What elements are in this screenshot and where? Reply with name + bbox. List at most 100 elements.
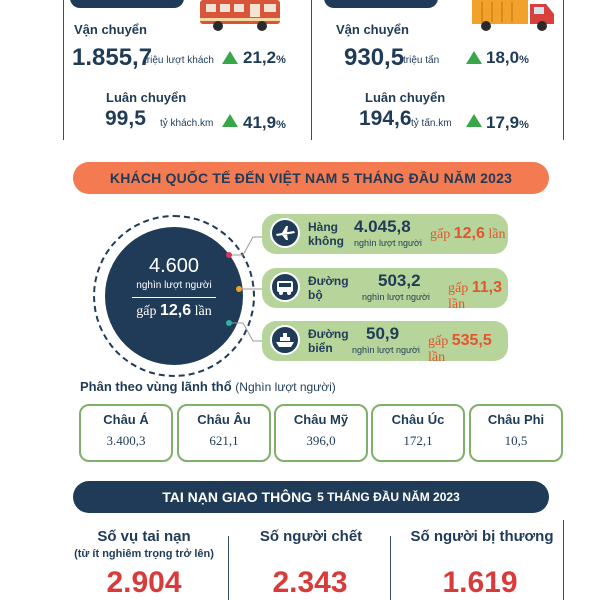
mode-name-line2: bộ	[308, 288, 323, 302]
gap-word: gấp	[430, 227, 451, 242]
up-arrow-icon	[222, 51, 238, 64]
mode-road-name: Đường bộ	[308, 274, 349, 302]
gap-value: 11,3	[471, 279, 502, 296]
cargo-rotation-label: Luân chuyển	[365, 90, 446, 105]
deaths-value: 2.343	[272, 566, 348, 599]
region-value: 3.400,3	[106, 433, 146, 448]
cargo-transport-value: 930,5	[344, 44, 405, 71]
up-arrow-icon	[466, 51, 482, 64]
passenger-transport-pct: 21,2%	[243, 48, 286, 68]
up-arrow-icon	[222, 114, 238, 127]
passenger-transport-label: Vận chuyển	[74, 22, 147, 37]
accidents-banner-main: TAI NẠN GIAO THÔNG	[162, 489, 313, 505]
region-name: Châu Phi	[487, 412, 545, 427]
pct-value: 18,0	[486, 48, 520, 67]
passenger-transport-unit: triệu lượt khách	[144, 55, 214, 66]
truck-icon	[472, 0, 554, 31]
mode-road-value: 503,2	[378, 271, 421, 290]
mode-air-name: Hàng không	[308, 220, 344, 248]
mode-name-line1: Đường	[308, 327, 349, 341]
passenger-rotation-pct: 41,9%	[243, 113, 286, 133]
region-name: Châu Á	[103, 412, 149, 427]
total-divider	[132, 297, 216, 298]
total-visitors-unit: nghìn lượt người	[136, 280, 212, 291]
cargo-header-tab	[324, 0, 438, 8]
connector-lines	[226, 236, 263, 342]
airplane-icon	[270, 218, 300, 248]
region-card-oceania: Châu Úc 172,1	[371, 404, 465, 462]
mode-air-card: Hàng không 4.045,8 nghìn lượt người gấp …	[262, 214, 508, 254]
top-divider-middle	[311, 0, 312, 140]
region-heading: Phân theo vùng lãnh thổ (Nghìn lượt ngườ…	[80, 379, 336, 394]
region-card-africa: Châu Phi 10,5	[469, 404, 563, 462]
total-visitors-value: 4.600	[148, 255, 200, 277]
mode-name-line1: Hàng	[308, 220, 338, 234]
region-heading-unit: (Nghìn lượt người)	[235, 380, 336, 394]
passenger-transport-value: 1.855,7	[72, 44, 153, 71]
region-heading-text: Phân theo vùng lãnh thổ	[80, 379, 232, 394]
accident-cases-title: Số vụ tai nạn	[97, 528, 191, 545]
accident-cases-value: 2.904	[106, 566, 182, 599]
region-value: 10,5	[504, 433, 528, 448]
region-card-america: Châu Mỹ 396,0	[274, 404, 368, 462]
bottom-divider-right	[563, 520, 564, 600]
deaths-title: Số người chết	[259, 528, 363, 545]
mode-sea-value: 50,9	[366, 324, 400, 343]
passenger-rotation-unit: tỷ khách.km	[160, 118, 214, 129]
mode-name-line2: biển	[308, 341, 333, 355]
injured-title: Số người bị thương	[410, 528, 554, 545]
region-value: 621,1	[209, 433, 239, 448]
up-arrow-icon	[466, 114, 482, 127]
accidents-divider-2	[390, 536, 391, 600]
cargo-transport-label: Vận chuyển	[336, 22, 409, 37]
mode-name-line2: không	[308, 234, 344, 248]
mode-road-gap: gấp 11,3 lần	[448, 279, 508, 313]
gap-word: gấp	[448, 281, 469, 296]
mode-air-gap: gấp 12,6 lần	[430, 225, 505, 243]
pct-sign: %	[519, 54, 529, 66]
region-card-asia: Châu Á 3.400,3	[79, 404, 173, 462]
cargo-transport-unit: triệu tấn	[403, 55, 440, 66]
mode-air-value: 4.045,8	[354, 217, 411, 236]
accident-cases-note: (từ ít nghiêm trọng trở lên)	[74, 548, 214, 560]
mode-sea-name: Đường biển	[308, 327, 349, 355]
total-gap: gấp 12,6 lần	[105, 302, 243, 320]
gap-suffix: lần	[448, 297, 466, 312]
visitors-banner: KHÁCH QUỐC TẾ ĐẾN VIỆT NAM 5 THÁNG ĐẦU N…	[73, 162, 549, 194]
gap-suffix: lần	[428, 350, 446, 365]
mode-air-unit: nghìn lượt người	[354, 238, 422, 248]
cargo-rotation-pct: 17,9%	[486, 113, 529, 133]
accidents-divider-1	[228, 536, 229, 600]
pct-value: 41,9	[243, 113, 277, 132]
mode-sea-card: Đường biển 50,9 nghìn lượt người gấp 535…	[262, 321, 508, 365]
passenger-rotation-value: 99,5	[105, 107, 146, 130]
region-name: Châu Âu	[197, 412, 251, 427]
region-value: 172,1	[403, 433, 433, 448]
mode-road-card: Đường bộ 503,2 nghìn lượt người gấp 11,3…	[262, 268, 508, 312]
passenger-header-tab	[70, 0, 184, 8]
cargo-transport-pct: 18,0%	[486, 48, 529, 68]
gap-value: 535,5	[451, 332, 492, 349]
mode-sea-unit: nghìn lượt người	[352, 345, 420, 355]
cargo-rotation-value: 194,6	[359, 107, 412, 130]
total-gap-word: gấp	[136, 304, 157, 319]
top-divider-left	[63, 0, 64, 140]
accidents-banner-sub: 5 THÁNG ĐẦU NĂM 2023	[317, 490, 460, 504]
pct-sign: %	[276, 119, 286, 131]
gap-word: gấp	[428, 334, 449, 349]
region-card-europe: Châu Âu 621,1	[177, 404, 271, 462]
region-value: 396,0	[306, 433, 336, 448]
gap-suffix: lần	[488, 227, 506, 242]
injured-value: 1.619	[442, 566, 518, 599]
total-gap-value: 12,6	[159, 302, 192, 319]
bus-icon	[270, 272, 300, 302]
region-name: Châu Úc	[391, 412, 445, 427]
pct-sign: %	[276, 54, 286, 66]
accidents-banner: TAI NẠN GIAO THÔNG 5 THÁNG ĐẦU NĂM 2023	[73, 481, 549, 513]
pct-value: 17,9	[486, 113, 520, 132]
total-visitors-circle: 4.600 nghìn lượt người gấp 12,6 lần	[105, 227, 243, 365]
cargo-rotation-unit: tỷ tấn.km	[411, 118, 452, 129]
mode-sea-gap: gấp 535,5 lần	[428, 332, 508, 366]
top-divider-right	[563, 0, 564, 140]
pct-sign: %	[519, 119, 529, 131]
